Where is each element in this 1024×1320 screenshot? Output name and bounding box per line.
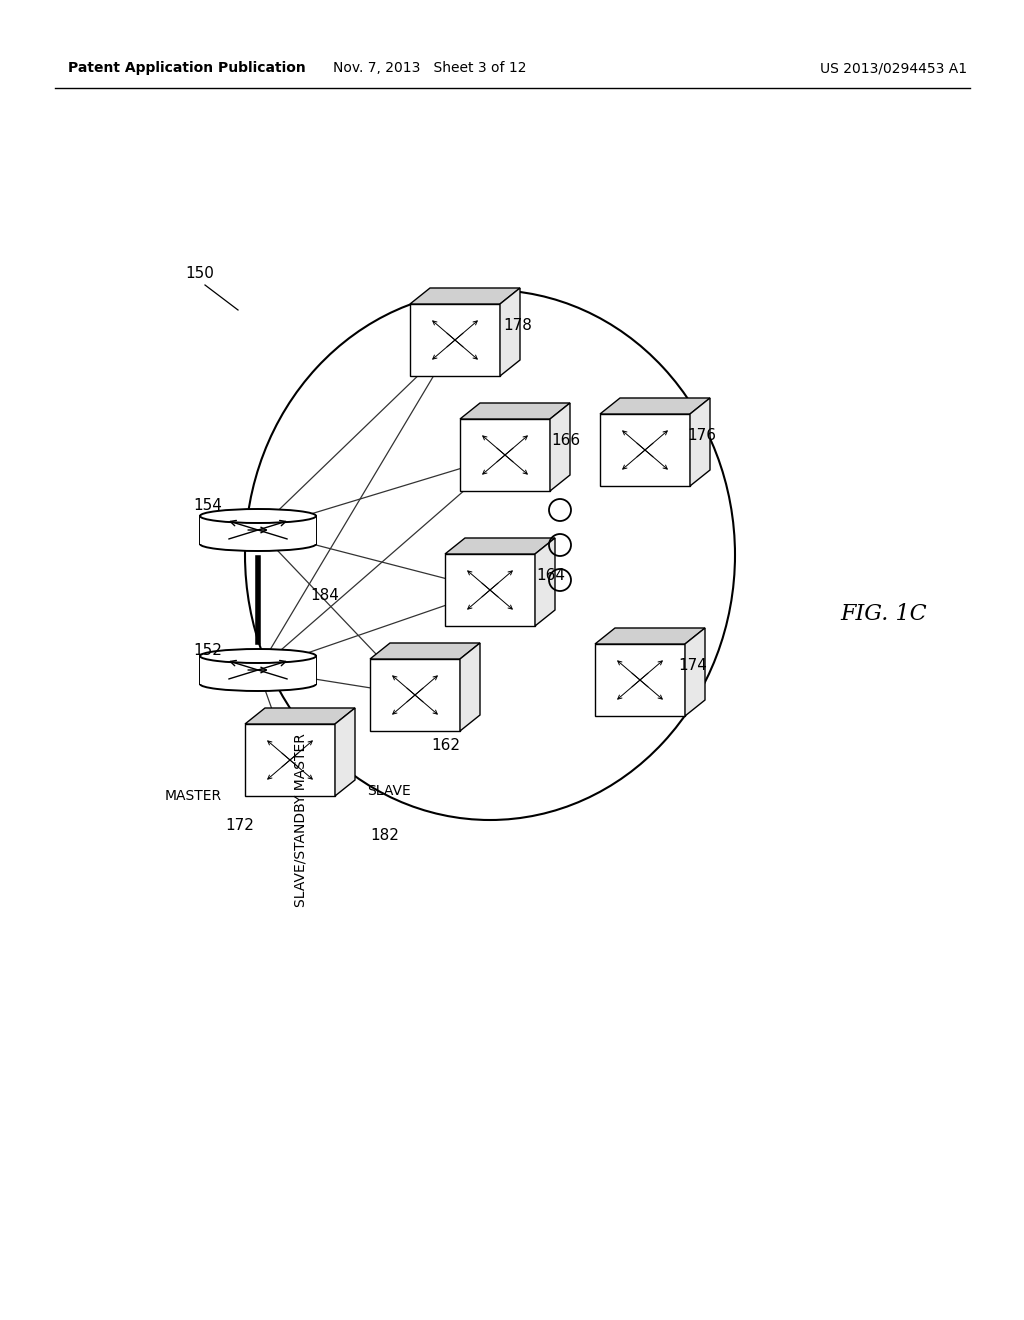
Text: 152: 152 xyxy=(193,643,222,657)
Text: MASTER: MASTER xyxy=(165,789,222,803)
Polygon shape xyxy=(245,723,335,796)
Text: 174: 174 xyxy=(678,657,707,673)
Polygon shape xyxy=(410,288,520,304)
Text: Nov. 7, 2013   Sheet 3 of 12: Nov. 7, 2013 Sheet 3 of 12 xyxy=(333,61,526,75)
Ellipse shape xyxy=(200,510,316,523)
Text: FIG. 1C: FIG. 1C xyxy=(840,603,927,624)
Polygon shape xyxy=(690,399,710,486)
Polygon shape xyxy=(460,418,550,491)
Polygon shape xyxy=(500,288,520,376)
Polygon shape xyxy=(460,643,480,731)
Text: 178: 178 xyxy=(503,318,531,333)
Ellipse shape xyxy=(200,677,316,690)
Text: Patent Application Publication: Patent Application Publication xyxy=(68,61,306,75)
Polygon shape xyxy=(595,644,685,715)
Polygon shape xyxy=(535,539,555,626)
Polygon shape xyxy=(460,403,570,418)
Polygon shape xyxy=(410,304,500,376)
Ellipse shape xyxy=(200,649,316,663)
Polygon shape xyxy=(550,403,570,491)
Text: 162: 162 xyxy=(431,738,460,752)
Ellipse shape xyxy=(200,537,316,550)
Text: 184: 184 xyxy=(310,587,339,603)
FancyBboxPatch shape xyxy=(200,656,316,684)
Text: 154: 154 xyxy=(193,498,222,513)
Text: 172: 172 xyxy=(225,818,254,833)
Text: 182: 182 xyxy=(370,828,399,843)
FancyBboxPatch shape xyxy=(200,516,316,544)
Polygon shape xyxy=(335,708,355,796)
Polygon shape xyxy=(600,399,710,414)
Text: SLAVE: SLAVE xyxy=(367,784,411,799)
Polygon shape xyxy=(370,659,460,731)
Polygon shape xyxy=(600,414,690,486)
Polygon shape xyxy=(370,643,480,659)
Text: 164: 164 xyxy=(536,568,565,583)
Text: 150: 150 xyxy=(185,267,214,281)
Polygon shape xyxy=(445,554,535,626)
Polygon shape xyxy=(245,708,355,723)
Text: 176: 176 xyxy=(687,428,716,444)
Text: US 2013/0294453 A1: US 2013/0294453 A1 xyxy=(820,61,967,75)
Polygon shape xyxy=(445,539,555,554)
Polygon shape xyxy=(685,628,705,715)
Text: SLAVE/STANDBY MASTER: SLAVE/STANDBY MASTER xyxy=(294,733,308,907)
Text: 166: 166 xyxy=(551,433,581,447)
Polygon shape xyxy=(595,628,705,644)
